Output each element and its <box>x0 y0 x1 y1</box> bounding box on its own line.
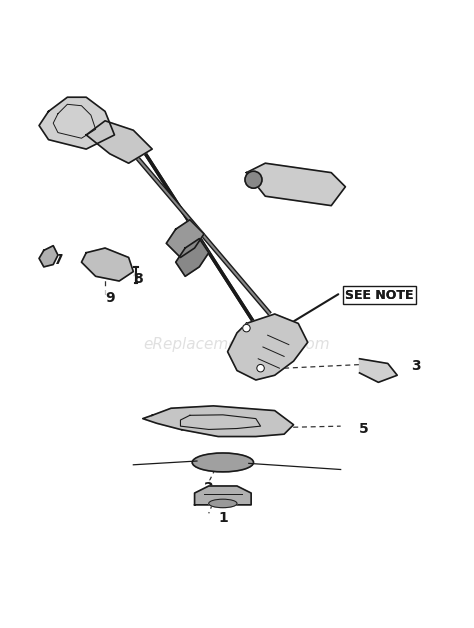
Text: 1: 1 <box>218 511 228 524</box>
Text: 3: 3 <box>411 359 421 373</box>
Polygon shape <box>39 97 115 149</box>
Text: SEE NOTE: SEE NOTE <box>346 289 414 301</box>
Polygon shape <box>228 314 308 380</box>
Text: 4: 4 <box>175 420 185 434</box>
Text: 7: 7 <box>53 253 63 267</box>
Polygon shape <box>82 248 133 281</box>
Circle shape <box>257 364 264 372</box>
Circle shape <box>243 325 250 332</box>
Text: 8: 8 <box>133 272 143 286</box>
Text: 6: 6 <box>317 187 327 201</box>
Text: 9: 9 <box>105 291 115 305</box>
Polygon shape <box>176 239 209 276</box>
Text: 2: 2 <box>204 481 214 495</box>
Polygon shape <box>195 486 251 505</box>
Text: eReplacementParts.com: eReplacementParts.com <box>144 337 330 352</box>
Polygon shape <box>166 220 204 257</box>
Polygon shape <box>359 359 397 382</box>
Ellipse shape <box>209 499 237 507</box>
Polygon shape <box>143 406 293 436</box>
Polygon shape <box>39 246 58 267</box>
Polygon shape <box>86 121 152 163</box>
Polygon shape <box>246 163 346 205</box>
Ellipse shape <box>192 453 254 472</box>
Circle shape <box>245 171 262 188</box>
Text: SEE NOTE: SEE NOTE <box>346 289 414 301</box>
Text: 5: 5 <box>359 423 369 436</box>
